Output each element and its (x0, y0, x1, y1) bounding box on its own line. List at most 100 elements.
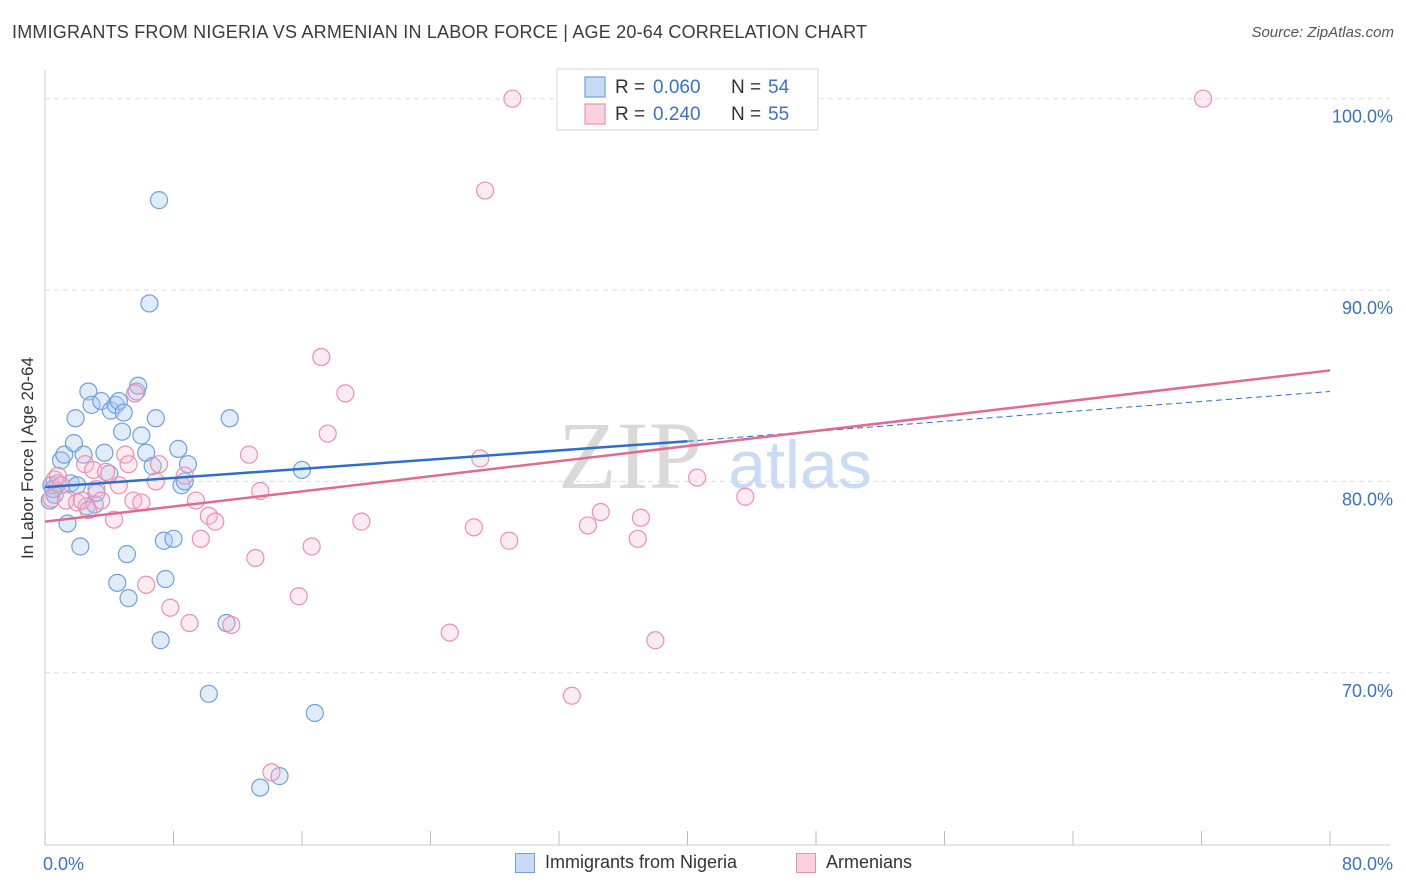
point-nigeria (117, 545, 137, 564)
point-nigeria (178, 455, 198, 474)
point-armenian (440, 623, 459, 642)
point-armenian (109, 476, 128, 495)
stats-legend: R = 0.060 N = 54 R = 0.240 N = 55 (556, 68, 819, 131)
point-armenian (500, 531, 519, 550)
stats-r-value-nigeria: 0.060 (653, 77, 701, 98)
point-armenian (736, 487, 755, 506)
point-armenian (161, 598, 180, 617)
point-nigeria (169, 439, 188, 458)
point-nigeria (112, 422, 132, 441)
series-legend: Immigrants from Nigeria Armenians (0, 852, 1406, 880)
point-armenian (191, 529, 210, 548)
stats-r-label-armenian: R = (615, 104, 645, 125)
point-nigeria (108, 573, 127, 592)
trend-line-nigeria-extension (687, 390, 1331, 442)
point-armenian (688, 468, 707, 487)
stats-n-value-armenian: 55 (768, 104, 789, 125)
stats-n-value-nigeria: 54 (768, 77, 790, 98)
legend-label-nigeria: Immigrants from Nigeria (545, 852, 738, 872)
point-armenian (222, 615, 241, 635)
watermark: ZIP atlas (558, 402, 872, 509)
stats-swatch-armenian (584, 103, 606, 125)
point-armenian (464, 518, 483, 537)
point-nigeria (119, 589, 138, 608)
stats-r-label-nigeria: R = (615, 77, 645, 98)
legend-item-armenians: Armenians (796, 852, 912, 873)
legend-item-nigeria: Immigrants from Nigeria (515, 852, 737, 873)
point-armenian (312, 347, 331, 367)
point-nigeria (156, 569, 175, 589)
watermark-zip: ZIP (558, 402, 702, 509)
point-nigeria (109, 391, 128, 411)
point-nigeria (305, 703, 324, 723)
stats-n-label-nigeria: N = (731, 77, 761, 98)
point-nigeria (220, 409, 239, 428)
point-armenian (149, 455, 169, 474)
point-armenian (318, 424, 337, 443)
point-armenian (137, 575, 156, 594)
legend-swatch-nigeria (515, 852, 535, 873)
stats-n-label-armenian: N = (731, 104, 761, 125)
point-nigeria (92, 391, 111, 411)
point-armenian (186, 491, 206, 510)
axes (44, 70, 1390, 846)
point-nigeria (132, 426, 151, 445)
legend-swatch-armenians (796, 852, 816, 873)
trend-lines (44, 369, 1331, 523)
x-tick-label-max: 80.0% (1342, 854, 1393, 874)
point-nigeria (51, 451, 71, 470)
trend-line-armenian (44, 369, 1331, 523)
point-armenian (646, 631, 665, 650)
point-nigeria (143, 457, 162, 476)
point-armenian (1194, 89, 1213, 108)
point-armenian (302, 537, 321, 556)
point-armenian (239, 445, 259, 464)
point-nigeria (146, 409, 165, 428)
y-tick-label: 70.0% (1342, 681, 1393, 701)
point-armenian (42, 489, 61, 508)
point-nigeria (151, 631, 170, 650)
point-armenian (476, 181, 495, 200)
point-armenian (591, 502, 610, 522)
point-armenian (246, 548, 265, 568)
point-nigeria (71, 537, 90, 556)
stats-swatch-nigeria (584, 76, 606, 98)
point-armenian (352, 512, 371, 531)
point-armenian (562, 686, 581, 705)
point-armenian (471, 449, 490, 468)
point-nigeria (79, 382, 98, 401)
point-armenian (628, 529, 647, 548)
x-tick-label-min: 0.0% (43, 854, 84, 874)
point-armenian (96, 462, 116, 481)
point-armenian (578, 516, 598, 535)
point-armenian (262, 763, 281, 782)
legend-label-armenians: Armenians (826, 852, 913, 872)
point-armenian (92, 491, 111, 510)
y-tick-label: 100.0% (1332, 107, 1393, 127)
tick-labels: 70.0% 80.0% 90.0% 100.0% 0.0% 80.0% (43, 107, 1393, 874)
point-armenian (119, 455, 138, 474)
point-armenian (72, 491, 92, 510)
chart-title: IMMIGRANTS FROM NIGERIA VS ARMENIAN IN L… (12, 22, 868, 42)
point-armenian (631, 508, 651, 527)
trend-line-nigeria (44, 439, 688, 489)
point-armenian (206, 512, 225, 531)
point-armenian (180, 613, 199, 633)
y-tick-label: 80.0% (1342, 489, 1393, 509)
point-armenian (503, 89, 522, 108)
point-nigeria (149, 191, 169, 210)
point-armenian (116, 445, 135, 464)
point-armenian (336, 384, 355, 403)
point-armenian (48, 466, 67, 485)
point-nigeria (114, 403, 133, 422)
point-armenian (79, 501, 98, 520)
source-credit: Source: ZipAtlas.com (1251, 24, 1394, 41)
stats-r-value-armenian: 0.240 (653, 104, 701, 125)
point-nigeria (66, 409, 85, 428)
point-nigeria (164, 529, 183, 548)
point-nigeria (140, 294, 159, 313)
point-nigeria (95, 443, 114, 462)
point-armenian (104, 510, 124, 529)
y-tick-label: 90.0% (1342, 298, 1393, 318)
